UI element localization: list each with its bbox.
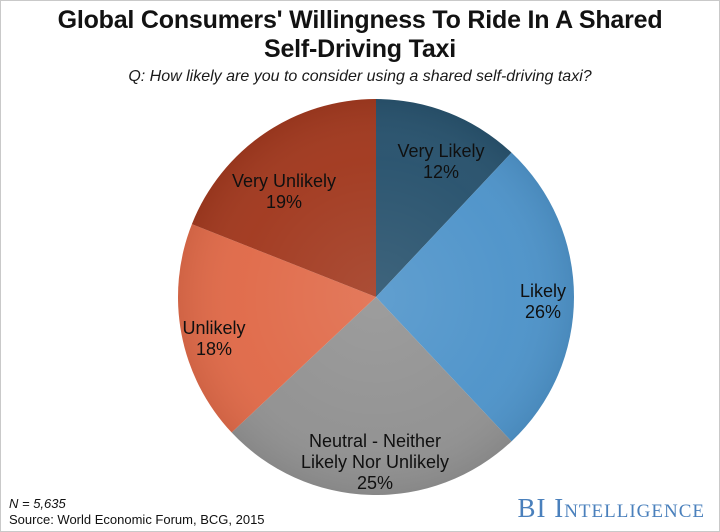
pie-label-very-likely: Very Likely 12%	[397, 141, 484, 182]
chart-header: Global Consumers' Willingness To Ride In…	[1, 1, 719, 87]
sample-size-note: N = 5,635	[9, 496, 66, 511]
pie-label-neutral-neither-likely-nor-unlikely: Neutral - Neither Likely Nor Unlikely 25%	[301, 431, 449, 493]
pie-label-very-unlikely: Very Unlikely 19%	[232, 171, 336, 212]
pie-label-unlikely: Unlikely 18%	[182, 318, 245, 359]
pie-shading-overlay	[178, 99, 574, 495]
bi-intelligence-logo: BI Intelligence	[517, 493, 705, 523]
chart-title: Global Consumers' Willingness To Ride In…	[1, 6, 719, 64]
pie-label-likely: Likely 26%	[520, 281, 566, 322]
chart-subtitle: Q: How likely are you to consider using …	[128, 68, 592, 85]
chart-title-line1: Global Consumers' Willingness To Ride In…	[57, 6, 663, 34]
chart-footer: N = 5,635 Source: World Economic Forum, …	[9, 496, 265, 528]
chart-title-line2: Self-Driving Taxi	[263, 35, 456, 63]
source-note: Source: World Economic Forum, BCG, 2015	[9, 512, 265, 527]
